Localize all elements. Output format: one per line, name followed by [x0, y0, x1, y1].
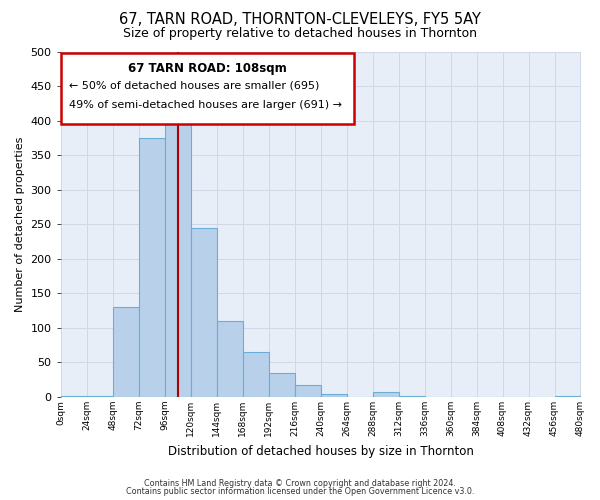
- Bar: [373, 392, 398, 397]
- Text: Contains HM Land Registry data © Crown copyright and database right 2024.: Contains HM Land Registry data © Crown c…: [144, 478, 456, 488]
- Bar: [269, 373, 295, 397]
- Bar: [295, 386, 320, 397]
- Bar: [164, 110, 191, 397]
- Bar: [113, 307, 139, 397]
- Bar: [320, 394, 347, 397]
- FancyBboxPatch shape: [61, 53, 355, 124]
- Text: 49% of semi-detached houses are larger (691) →: 49% of semi-detached houses are larger (…: [68, 100, 341, 110]
- Y-axis label: Number of detached properties: Number of detached properties: [15, 136, 25, 312]
- Text: ← 50% of detached houses are smaller (695): ← 50% of detached houses are smaller (69…: [68, 81, 319, 91]
- Bar: [61, 396, 86, 397]
- Bar: [86, 396, 113, 397]
- Bar: [217, 321, 242, 397]
- Text: Size of property relative to detached houses in Thornton: Size of property relative to detached ho…: [123, 28, 477, 40]
- Bar: [242, 352, 269, 397]
- Bar: [398, 396, 425, 397]
- X-axis label: Distribution of detached houses by size in Thornton: Distribution of detached houses by size …: [167, 444, 473, 458]
- Text: 67 TARN ROAD: 108sqm: 67 TARN ROAD: 108sqm: [128, 62, 287, 75]
- Bar: [139, 138, 164, 397]
- Text: Contains public sector information licensed under the Open Government Licence v3: Contains public sector information licen…: [126, 487, 474, 496]
- Text: 67, TARN ROAD, THORNTON-CLEVELEYS, FY5 5AY: 67, TARN ROAD, THORNTON-CLEVELEYS, FY5 5…: [119, 12, 481, 28]
- Bar: [191, 228, 217, 397]
- Bar: [554, 396, 581, 397]
